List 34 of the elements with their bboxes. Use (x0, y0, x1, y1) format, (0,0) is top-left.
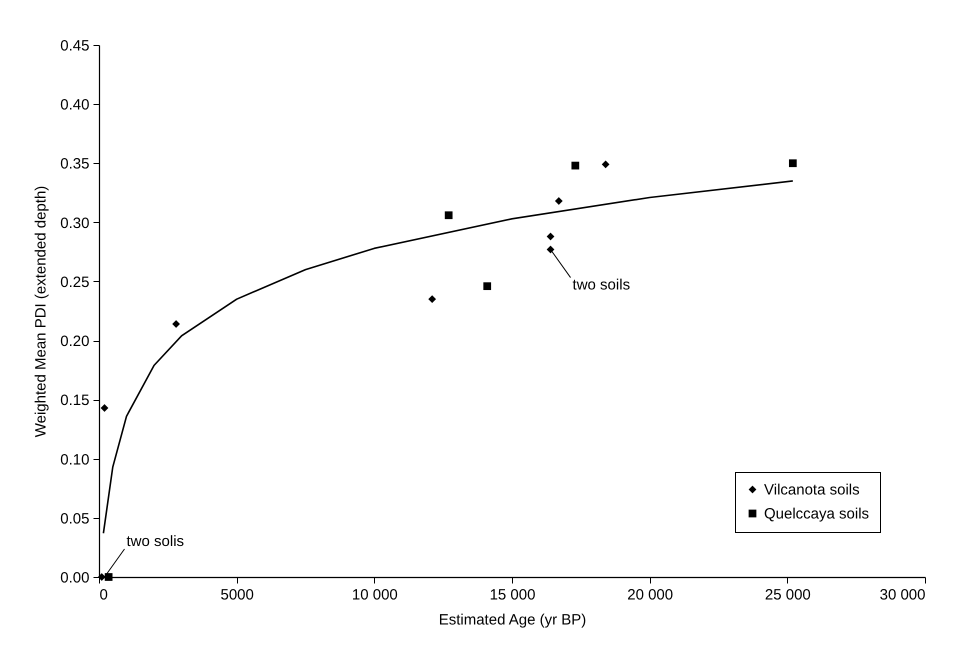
point (554, 197, 563, 205)
point (100, 404, 108, 412)
y-tick-label: 0.35 (60, 156, 90, 173)
y-tick-label: 0.00 (60, 570, 90, 586)
y-tick-label: 0.25 (60, 274, 90, 291)
point (428, 295, 436, 304)
legend-label: Quelccaya soils (764, 506, 870, 522)
point (172, 320, 180, 328)
point (602, 160, 610, 168)
y-tick-label: 0.15 (60, 392, 90, 410)
x-tick-label: 20 000 (627, 586, 674, 604)
point (571, 162, 580, 170)
legend-label: Vilcanota soils (764, 482, 860, 498)
y-tick-label: 0.20 (60, 333, 90, 350)
point (788, 159, 797, 168)
y-tick-label: 0.30 (60, 214, 90, 232)
y-tick-label: 0.45 (60, 38, 90, 54)
point (444, 211, 453, 220)
x-tick-label: 25 000 (764, 586, 811, 604)
x-tick-label: 10 000 (352, 586, 398, 604)
x-tick-label: 15 000 (490, 586, 536, 604)
annotation: two soils (572, 276, 630, 294)
point (546, 232, 554, 240)
y-tick-label: 0.10 (60, 451, 90, 468)
point (104, 573, 113, 581)
x-tick-label: 0 (100, 586, 108, 604)
y-tick-label: 0.40 (60, 96, 90, 114)
y-tick-label: 0.05 (60, 510, 90, 528)
x-tick-label: 30 000 (880, 586, 926, 604)
annotation: two solis (126, 533, 184, 550)
x-axis-title: Estimated Age (yr BP) (438, 612, 586, 628)
x-tick-label: 5000 (220, 586, 254, 604)
y-axis-title: Weighted Mean PDI (extended depth) (32, 186, 50, 438)
point (483, 282, 492, 290)
